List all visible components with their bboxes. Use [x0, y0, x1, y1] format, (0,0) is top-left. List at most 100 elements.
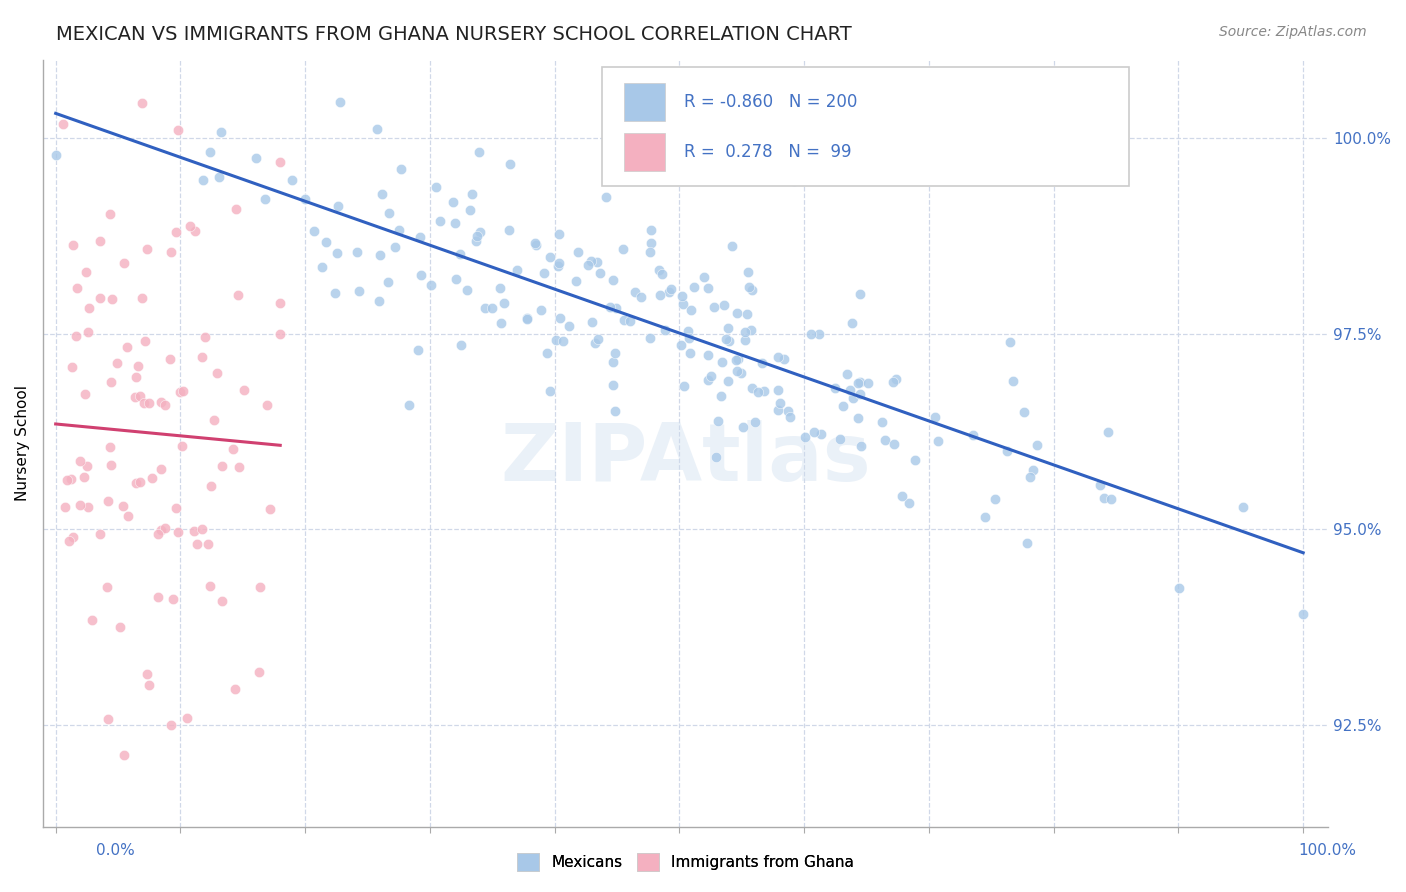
Point	[721, 239, 744, 253]
Point	[492, 295, 515, 310]
Point	[129, 389, 152, 403]
Point	[741, 284, 763, 298]
Point	[253, 192, 276, 206]
Point	[671, 337, 693, 351]
Point	[323, 285, 346, 300]
Point	[302, 224, 325, 238]
Point	[734, 333, 756, 347]
Point	[150, 524, 173, 538]
Point	[730, 367, 752, 381]
Point	[638, 244, 661, 259]
FancyBboxPatch shape	[602, 67, 1129, 186]
Point	[60, 471, 83, 485]
Point	[444, 272, 467, 286]
Point	[191, 351, 214, 365]
Point	[112, 747, 135, 762]
Point	[388, 222, 411, 236]
Point	[696, 348, 718, 362]
Point	[311, 260, 333, 274]
Point	[624, 285, 647, 300]
Point	[449, 247, 471, 261]
Point	[60, 359, 83, 374]
Point	[441, 195, 464, 210]
Point	[98, 440, 121, 454]
Point	[75, 387, 97, 401]
Point	[640, 223, 662, 237]
Point	[717, 374, 740, 388]
Point	[538, 250, 561, 264]
Point	[131, 96, 153, 111]
Point	[89, 291, 111, 305]
Point	[225, 202, 247, 217]
Point	[69, 454, 91, 468]
Point	[998, 334, 1021, 349]
Point	[725, 364, 748, 378]
Point	[783, 174, 806, 188]
Point	[170, 440, 193, 454]
Point	[346, 244, 368, 259]
Point	[247, 665, 270, 679]
Point	[725, 306, 748, 320]
Point	[839, 383, 862, 397]
Point	[378, 205, 401, 219]
Point	[112, 256, 135, 270]
Point	[830, 433, 852, 447]
Point	[803, 425, 825, 439]
Point	[98, 207, 121, 221]
Bar	[624, 133, 665, 171]
Point	[679, 302, 702, 317]
Point	[200, 479, 222, 493]
Point	[97, 712, 120, 726]
Point	[849, 439, 872, 453]
Point	[347, 284, 370, 298]
Point	[488, 281, 510, 295]
Point	[76, 325, 98, 339]
Point	[444, 216, 467, 230]
Point	[498, 222, 520, 236]
Point	[425, 179, 447, 194]
Point	[883, 437, 905, 451]
Point	[269, 326, 291, 341]
Point	[107, 356, 129, 370]
Point	[228, 460, 250, 475]
Point	[870, 415, 893, 429]
Point	[124, 390, 146, 404]
Point	[747, 384, 769, 399]
Point	[1232, 500, 1254, 514]
Point	[194, 329, 217, 343]
Point	[211, 459, 233, 474]
Point	[524, 238, 547, 252]
Point	[751, 356, 773, 370]
Text: R =  0.278   N =  99: R = 0.278 N = 99	[685, 143, 852, 161]
Point	[62, 238, 84, 252]
Point	[891, 489, 914, 503]
Point	[208, 169, 231, 184]
Point	[167, 123, 190, 137]
Point	[716, 332, 738, 346]
Point	[682, 279, 704, 293]
Point	[150, 462, 173, 476]
Point	[725, 353, 748, 368]
Point	[630, 290, 652, 304]
Point	[233, 383, 256, 397]
Point	[1025, 438, 1047, 452]
Point	[558, 318, 581, 333]
Point	[737, 280, 759, 294]
Point	[924, 409, 946, 424]
Point	[737, 265, 759, 279]
Point	[1092, 491, 1115, 505]
Point	[159, 351, 181, 366]
Point	[658, 285, 681, 299]
Point	[768, 383, 790, 397]
Point	[984, 491, 1007, 506]
Point	[377, 275, 399, 289]
Point	[703, 300, 725, 314]
Point	[465, 234, 488, 248]
Point	[1097, 425, 1119, 440]
Point	[1015, 536, 1038, 550]
Point	[456, 283, 478, 297]
Point	[769, 396, 792, 410]
Point	[124, 475, 146, 490]
Point	[776, 404, 799, 418]
Point	[884, 372, 907, 386]
